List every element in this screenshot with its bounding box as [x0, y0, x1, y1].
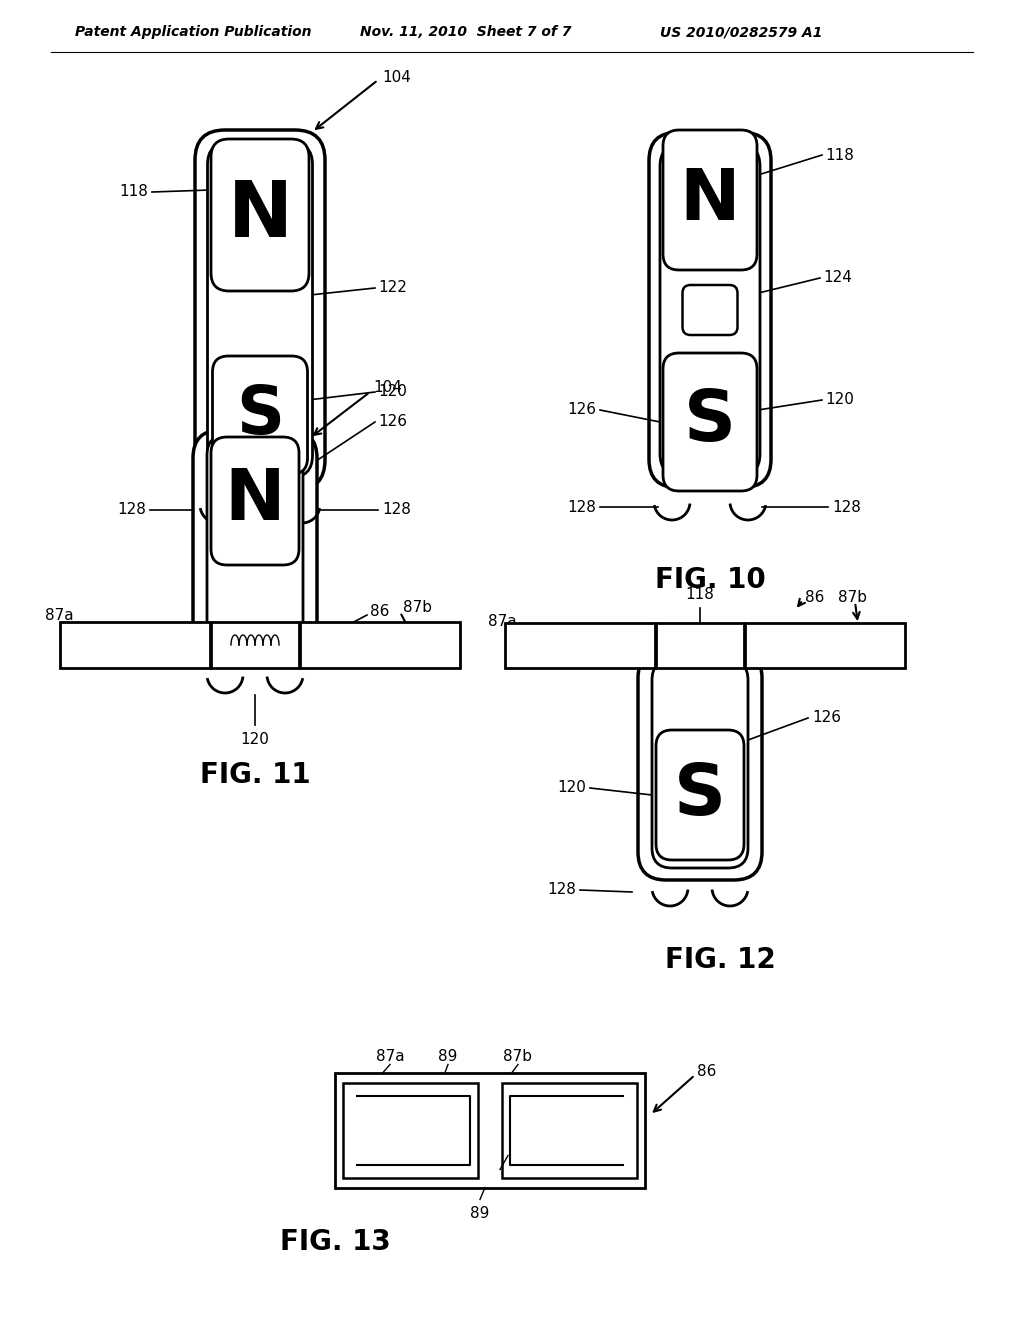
FancyBboxPatch shape [652, 660, 748, 869]
Text: N: N [227, 177, 293, 253]
Bar [343, 1082, 478, 1177]
Bar [505, 623, 655, 668]
Text: 128: 128 [831, 499, 861, 515]
Text: 104: 104 [382, 70, 411, 84]
Text: 89: 89 [470, 1205, 489, 1221]
Bar [335, 1072, 645, 1188]
Text: 128: 128 [547, 883, 575, 898]
Text: N: N [680, 165, 740, 235]
Text: FIG. 9: FIG. 9 [214, 566, 306, 594]
Text: 126: 126 [378, 414, 407, 429]
Text: 118: 118 [825, 148, 854, 162]
Text: 118: 118 [119, 185, 148, 199]
Text: 124: 124 [823, 271, 852, 285]
Text: 126: 126 [567, 403, 596, 417]
Text: S: S [684, 388, 736, 457]
Text: 104: 104 [373, 380, 401, 396]
Text: 87b: 87b [403, 601, 432, 615]
FancyBboxPatch shape [213, 356, 307, 474]
Text: N: N [224, 466, 286, 535]
Text: 128: 128 [382, 503, 411, 517]
Text: 128: 128 [567, 499, 596, 515]
FancyBboxPatch shape [660, 144, 760, 477]
FancyBboxPatch shape [195, 129, 325, 490]
Text: FIG. 11: FIG. 11 [200, 762, 310, 789]
FancyBboxPatch shape [663, 129, 757, 271]
Text: 126: 126 [812, 710, 841, 726]
Text: 86: 86 [697, 1064, 717, 1080]
Text: 87b: 87b [838, 590, 867, 606]
Text: 122: 122 [378, 281, 407, 296]
Bar [357, 1096, 470, 1164]
Bar [211, 622, 299, 668]
Text: 118: 118 [685, 587, 715, 602]
Text: S: S [236, 381, 284, 447]
Text: 87a: 87a [376, 1049, 404, 1064]
Bar [745, 623, 905, 668]
Text: 87b: 87b [504, 1049, 532, 1064]
Bar [502, 1082, 637, 1177]
FancyBboxPatch shape [638, 649, 762, 880]
FancyBboxPatch shape [193, 430, 317, 660]
Text: Nov. 11, 2010  Sheet 7 of 7: Nov. 11, 2010 Sheet 7 of 7 [360, 25, 571, 40]
Bar [656, 623, 744, 668]
Text: 120: 120 [378, 384, 407, 400]
Text: 120: 120 [557, 780, 586, 796]
Text: FIG. 12: FIG. 12 [665, 946, 775, 974]
Text: 118: 118 [241, 367, 269, 381]
Text: US 2010/0282579 A1: US 2010/0282579 A1 [660, 25, 822, 40]
FancyBboxPatch shape [211, 437, 299, 565]
Text: 120: 120 [825, 392, 854, 408]
Text: 87a: 87a [45, 607, 74, 623]
FancyBboxPatch shape [656, 730, 744, 861]
Bar [510, 1096, 623, 1164]
Text: FIG. 10: FIG. 10 [654, 566, 765, 594]
Text: 89: 89 [438, 1049, 458, 1064]
FancyBboxPatch shape [649, 132, 771, 487]
Bar [60, 622, 210, 668]
Text: 86: 86 [805, 590, 824, 606]
FancyBboxPatch shape [207, 436, 303, 645]
Text: 87a: 87a [488, 615, 517, 630]
Bar [300, 622, 460, 668]
FancyBboxPatch shape [663, 352, 757, 491]
FancyBboxPatch shape [208, 143, 312, 478]
Text: 118: 118 [510, 1146, 537, 1159]
Text: 120: 120 [241, 733, 269, 747]
Text: 128: 128 [117, 503, 146, 517]
Text: 86: 86 [370, 605, 389, 619]
Text: S: S [674, 760, 726, 829]
Text: FIG. 13: FIG. 13 [280, 1229, 390, 1257]
FancyBboxPatch shape [683, 285, 737, 335]
FancyBboxPatch shape [211, 139, 309, 290]
Text: Patent Application Publication: Patent Application Publication [75, 25, 311, 40]
